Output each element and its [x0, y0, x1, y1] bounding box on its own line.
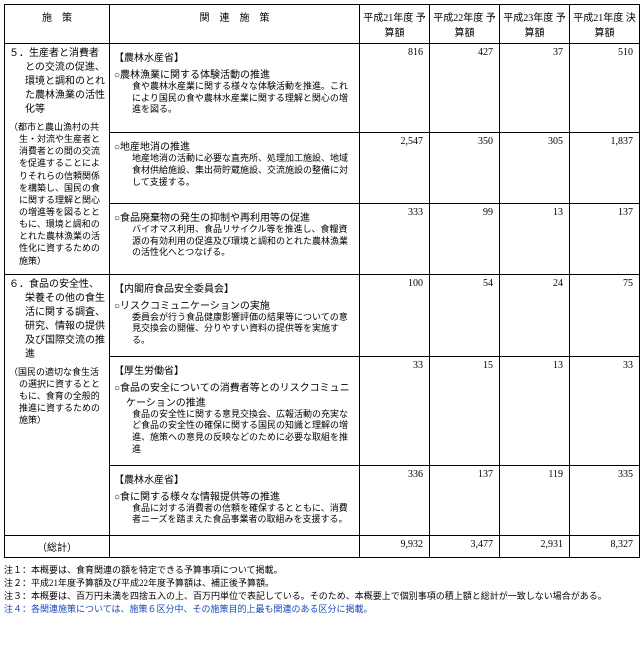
table-row: ５．生産者と消費者との交流の促進、環境と調和のとれた農林漁業の活性化等 （都市と… [5, 44, 640, 133]
value-cell: 333 [360, 203, 430, 274]
value-cell: 336 [360, 465, 430, 535]
value-cell: 75 [570, 274, 640, 356]
policy-sub: （都市と農山漁村の共生・対流や生産者と消費者との間の交流を促進することによりそれ… [9, 121, 105, 267]
value-cell: 1,837 [570, 133, 640, 204]
value-cell: 137 [570, 203, 640, 274]
value-cell: 137 [430, 465, 500, 535]
item-desc: 地産地消の活動に必要な直売所、処理加工施設、地域食材供給施設、集出荷貯蔵施設、交… [114, 153, 355, 188]
value-cell: 15 [430, 356, 500, 465]
note-4: 注４：各関連施策については、施策６区分中、その施策目的上最も関連のある区分に掲載… [4, 603, 639, 616]
agency-label: 【厚生労働省】 [114, 362, 355, 377]
note-3: 注３：本概要は、百万円未満を四捨五入の上、百万円単位で表記している。そのため、本… [4, 590, 639, 603]
value-cell: 33 [570, 356, 640, 465]
agency-label: 【農林水産省】 [114, 49, 355, 64]
notes-block: 注１：本概要は、食育関連の額を特定できる予算事項について掲載。 注２：平成21年… [4, 564, 639, 616]
value-cell: 816 [360, 44, 430, 133]
related-cell: ○食品廃棄物の発生の抑制や再利用等の促進 バイオマス利用、食品リサイクル等を推進… [110, 203, 360, 274]
value-cell: 2,547 [360, 133, 430, 204]
policy-cell: ６．食品の安全性、栄養その他の食生活に関する調査、研究、情報の提供及び国際交流の… [5, 274, 110, 535]
item-title: ○リスクコミュニケーションの実施 [114, 297, 355, 312]
value-cell: 100 [360, 274, 430, 356]
col-policy-header: 施 策 [5, 5, 110, 44]
value-cell: 24 [500, 274, 570, 356]
value-cell: 305 [500, 133, 570, 204]
item-desc: 食品に対する消費者の信頼を確保するとともに、消費者ニーズを踏まえた食品事業者の取… [114, 503, 355, 526]
related-cell: 【厚生労働省】○食品の安全についての消費者等とのリスクコミュニケーションの推進 … [110, 356, 360, 465]
related-cell: ○地産地消の推進 地産地消の活動に必要な直売所、処理加工施設、地域食材供給施設、… [110, 133, 360, 204]
value-cell: 33 [360, 356, 430, 465]
table-row: ６．食品の安全性、栄養その他の食生活に関する調査、研究、情報の提供及び国際交流の… [5, 274, 640, 356]
policy-cell: ５．生産者と消費者との交流の促進、環境と調和のとれた農林漁業の活性化等 （都市と… [5, 44, 110, 275]
value-cell: 335 [570, 465, 640, 535]
item-title: ○食に関する様々な情報提供等の推進 [114, 488, 355, 503]
policy-main: ５．生産者と消費者との交流の促進、環境と調和のとれた農林漁業の活性化等 [9, 47, 105, 117]
agency-label: 【農林水産省】 [114, 471, 355, 486]
value-cell: 119 [500, 465, 570, 535]
related-cell: 【内閣府食品安全委員会】 ○リスクコミュニケーションの実施 委員会が行う食品健康影… [110, 274, 360, 356]
col-y22b-header: 平成22年度 予算額 [430, 5, 500, 44]
value-cell: 37 [500, 44, 570, 133]
budget-table: 施 策 関 連 施 策 平成21年度 予算額 平成22年度 予算額 平成23年度… [4, 4, 640, 558]
col-y23b-header: 平成23年度 予算額 [500, 5, 570, 44]
total-label: （総計） [5, 535, 110, 557]
item-desc: バイオマス利用、食品リサイクル等を推進し、食糧資源の有効利用の促進及び環境と調和… [114, 224, 355, 259]
header-row: 施 策 関 連 施 策 平成21年度 予算額 平成22年度 予算額 平成23年度… [5, 5, 640, 44]
col-y21s-header: 平成21年度 決算額 [570, 5, 640, 44]
col-related-header: 関 連 施 策 [110, 5, 360, 44]
value-cell: 3,477 [430, 535, 500, 557]
item-title: ○農林漁業に関する体験活動の推進 [114, 66, 355, 81]
note-2: 注２：平成21年度予算額及び平成22年度予算額は、補正後予算額。 [4, 577, 639, 590]
item-desc: 食品の安全性に関する意見交換会、広報活動の充実など食品の安全性の確保に関する国民… [114, 409, 355, 456]
policy-main: ６．食品の安全性、栄養その他の食生活に関する調査、研究、情報の提供及び国際交流の… [9, 278, 105, 362]
value-cell: 9,932 [360, 535, 430, 557]
item-desc: 委員会が行う食品健康影響評価の結果等についての意見交換会の開催、分りやすい資料の… [114, 312, 355, 347]
item-title: ○食品廃棄物の発生の抑制や再利用等の促進 [114, 209, 355, 224]
note-1: 注１：本概要は、食育関連の額を特定できる予算事項について掲載。 [4, 564, 639, 577]
item-desc: 食や農林水産業に関する様々な体験活動を推進。これにより国民の食や農林水産業に関す… [114, 81, 355, 116]
related-cell: 【農林水産省】 ○農林漁業に関する体験活動の推進 食や農林水産業に関する様々な体… [110, 44, 360, 133]
value-cell: 8,327 [570, 535, 640, 557]
value-cell: 13 [500, 356, 570, 465]
policy-sub: （国民の適切な食生活の選択に資するとともに、食育の全般的推進に資するための施策） [9, 366, 105, 427]
value-cell: 54 [430, 274, 500, 356]
item-title: ○食品の安全についての消費者等とのリスクコミュニケーションの推進 [114, 379, 355, 409]
item-title: ○地産地消の推進 [114, 138, 355, 153]
agency-label: 【内閣府食品安全委員会】 [114, 280, 355, 295]
value-cell: 427 [430, 44, 500, 133]
value-cell: 13 [500, 203, 570, 274]
total-blank [110, 535, 360, 557]
value-cell: 2,931 [500, 535, 570, 557]
value-cell: 350 [430, 133, 500, 204]
value-cell: 99 [430, 203, 500, 274]
value-cell: 510 [570, 44, 640, 133]
total-row: （総計） 9,9323,4772,9318,327 [5, 535, 640, 557]
col-y21b-header: 平成21年度 予算額 [360, 5, 430, 44]
related-cell: 【農林水産省】 ○食に関する様々な情報提供等の推進 食品に対する消費者の信頼を確保… [110, 465, 360, 535]
